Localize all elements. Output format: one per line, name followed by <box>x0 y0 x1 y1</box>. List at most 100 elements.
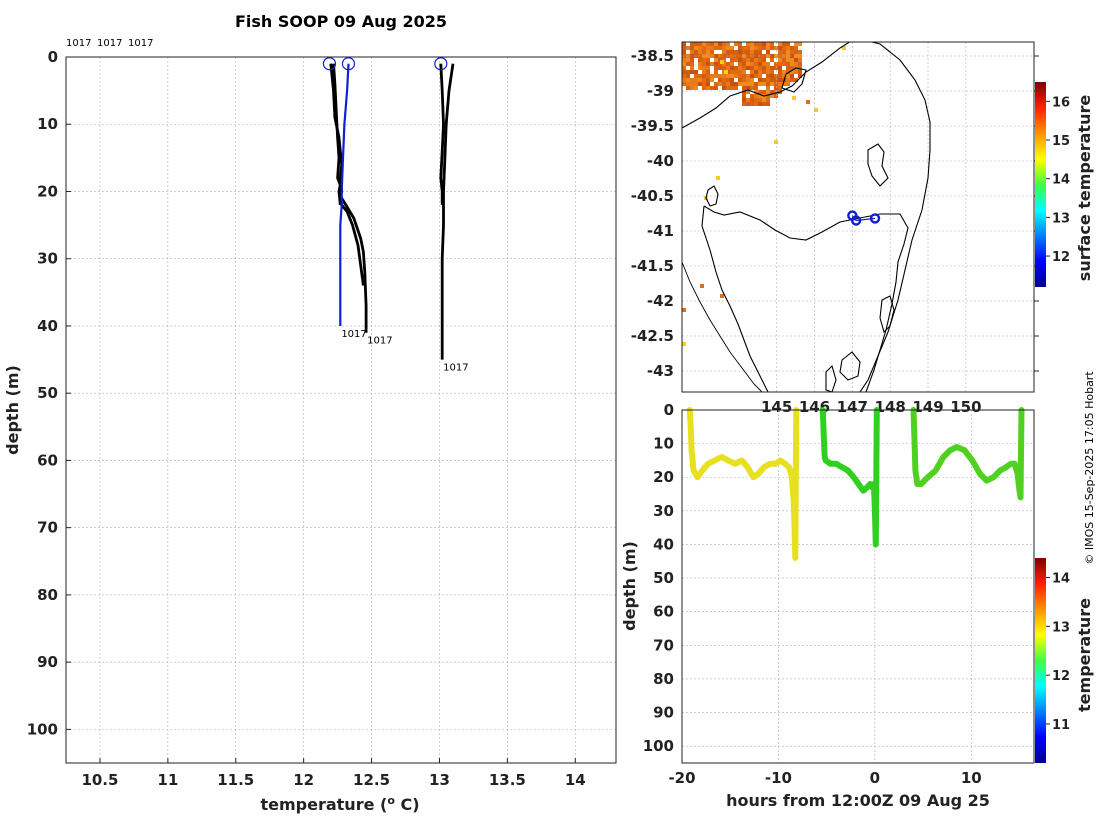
sst-cell <box>738 78 742 82</box>
sst-cell <box>730 74 734 78</box>
sst-cell <box>746 42 750 46</box>
map-axes-frame <box>681 41 1035 393</box>
sst-cell <box>750 78 754 82</box>
sst-cell <box>762 82 766 86</box>
sst-cell <box>682 46 686 50</box>
sst-cell <box>790 46 794 50</box>
sst-cell <box>774 62 778 66</box>
sst-cell <box>702 82 706 86</box>
sst-cell <box>710 42 714 46</box>
sst-cell <box>746 90 750 94</box>
sst-cell <box>742 82 746 86</box>
sst-cell <box>698 58 702 62</box>
sst-cell <box>766 42 770 46</box>
sst-cell <box>706 70 710 74</box>
sst-cell <box>742 94 746 98</box>
sst-cell <box>782 74 786 78</box>
profile-y-tick-label: 50 <box>37 384 58 402</box>
profile-x-tick-label: 11.5 <box>217 771 254 789</box>
bruny-island <box>825 364 837 392</box>
sst-cell <box>682 82 686 86</box>
sst-cell <box>786 50 790 54</box>
sst-cell <box>770 42 774 46</box>
map-y-tick-label: -40 <box>647 152 674 170</box>
map-y-tick-label: -41.5 <box>631 257 674 275</box>
sst-cell <box>714 62 718 66</box>
sst-cell <box>754 82 758 86</box>
sst-cell <box>730 78 734 82</box>
sst-cell <box>778 86 782 90</box>
sst-cell <box>706 62 710 66</box>
map-x-tick-label: 149 <box>912 398 943 416</box>
depth-time-chart: -20 -10 0 10 0 10 20 30 40 50 60 70 80 90 100 hours f… <box>620 401 1094 810</box>
sst-cell <box>746 66 750 70</box>
coastline <box>682 42 931 392</box>
sst-cell <box>786 78 790 82</box>
sst-cell <box>766 46 770 50</box>
sst-cell <box>682 58 686 62</box>
sst-cell <box>758 42 762 46</box>
sst-cell <box>842 46 846 50</box>
sst-cell <box>706 46 710 50</box>
credit-text: © IMOS 15-Sep-2025 17:05 Hobart <box>1083 371 1096 565</box>
sst-cell <box>718 66 722 70</box>
sst-cell <box>770 74 774 78</box>
profile-y-tick-label: 0 <box>48 48 58 66</box>
sst-cell <box>734 50 738 54</box>
profile-y-tick-label: 60 <box>37 451 58 469</box>
sst-cell <box>794 46 798 50</box>
sst-cell <box>682 62 686 66</box>
sst-cell <box>758 66 762 70</box>
sst-cell <box>758 58 762 62</box>
sst-cell <box>782 82 786 86</box>
sst-cell <box>710 78 714 82</box>
sst-cell <box>754 70 758 74</box>
sst-cell <box>694 78 698 82</box>
sst-cell <box>686 70 690 74</box>
sst-cell <box>694 42 698 46</box>
sst-cell <box>714 82 718 86</box>
depth-time-x-tick-label: 0 <box>870 769 880 787</box>
sst-cell <box>706 42 710 46</box>
sst-cell <box>758 94 762 98</box>
map-x-tick-label: 150 <box>950 398 981 416</box>
sst-cell <box>694 70 698 74</box>
profile-x-ticks: 10.5 11 11.5 12 12.5 13 13.5 14 <box>81 758 586 789</box>
sst-cell <box>746 86 750 90</box>
sst-cell <box>758 82 762 86</box>
sst-cell <box>774 90 778 94</box>
sst-cell <box>766 82 770 86</box>
sst-colorbar-label: surface temperature <box>1075 95 1094 282</box>
sst-cell <box>806 100 810 104</box>
sst-cell <box>754 86 758 90</box>
sst-cell <box>798 62 802 66</box>
sst-cell <box>762 58 766 62</box>
depth-time-x-tick-label: 10 <box>961 769 982 787</box>
sst-cell <box>754 58 758 62</box>
sst-cell <box>738 74 742 78</box>
sst-cell <box>734 74 738 78</box>
sst-cell <box>766 78 770 82</box>
sst-cell <box>718 74 722 78</box>
sst-cell <box>754 94 758 98</box>
sst-cell <box>722 42 726 46</box>
sst-cell <box>714 46 718 50</box>
sst-cell <box>762 102 766 106</box>
sst-cell <box>738 46 742 50</box>
sst-cell <box>686 74 690 78</box>
sst-cell <box>726 66 730 70</box>
sst-cell <box>786 42 790 46</box>
sst-colorbar-tick-label: 16 <box>1052 95 1070 110</box>
sst-cell <box>734 58 738 62</box>
sst-cell <box>762 42 766 46</box>
sst-cell <box>682 70 686 74</box>
sst-cell <box>774 140 778 144</box>
sst-cell <box>750 94 754 98</box>
sst-cell <box>782 62 786 66</box>
sst-cell <box>702 66 706 70</box>
sst-cell <box>762 90 766 94</box>
sst-cell <box>762 62 766 66</box>
sst-cell <box>726 62 730 66</box>
sst-cell <box>722 86 726 90</box>
